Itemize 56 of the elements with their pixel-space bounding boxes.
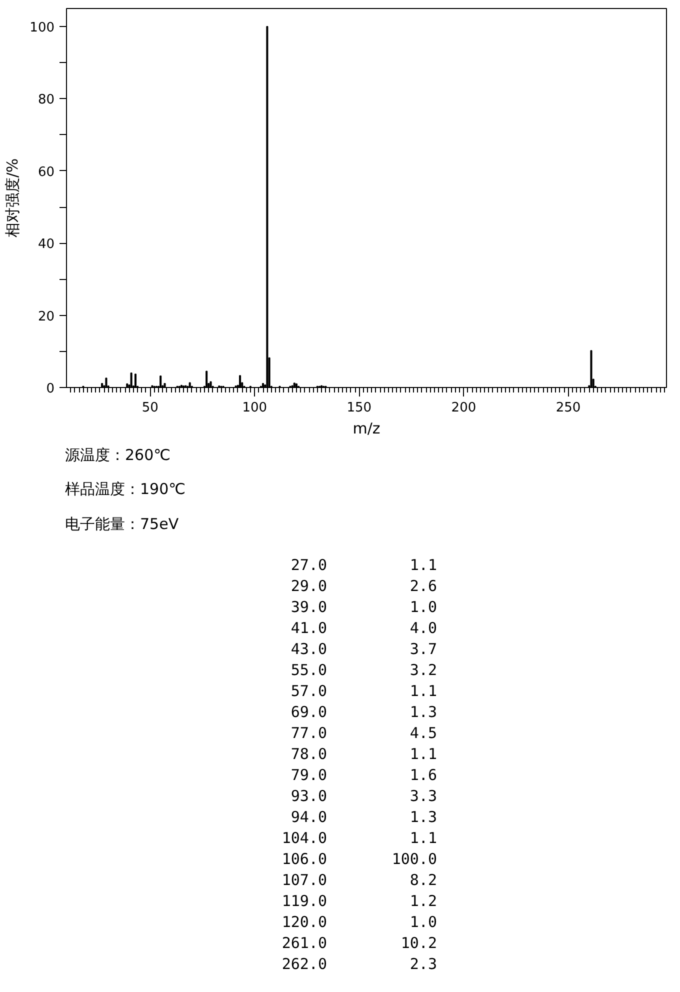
- text: 77.0: [290, 723, 327, 744]
- y-tick-label: 20: [38, 309, 55, 324]
- text: 100.0: [390, 849, 437, 870]
- text: 104.0: [280, 828, 327, 849]
- text: 106.0: [280, 849, 327, 870]
- x-tick-label: 200: [451, 400, 476, 416]
- text: 107.0: [280, 870, 327, 891]
- text: 1.3: [408, 807, 437, 828]
- y-tick-label: 40: [38, 237, 55, 252]
- text: 电子能量：75eV: [65, 514, 180, 535]
- text: 79.0: [290, 765, 327, 786]
- text: 1.6: [408, 765, 437, 786]
- text: 93.0: [290, 786, 327, 807]
- y-axis-title: 相对强度/%: [4, 158, 22, 238]
- x-tick-label: 150: [346, 400, 372, 416]
- text: 2.6: [408, 576, 437, 597]
- text: 1.1: [408, 828, 437, 849]
- text: 94.0: [290, 807, 327, 828]
- text: 119.0: [280, 891, 327, 912]
- x-tick-label: 100: [242, 400, 268, 416]
- text: 55.0: [290, 660, 327, 681]
- x-axis-title: m/z: [352, 420, 380, 438]
- text: 1.3: [408, 702, 437, 723]
- text: 29.0: [290, 576, 327, 597]
- text: 1.1: [408, 744, 437, 765]
- y-tick-label: 60: [38, 164, 55, 180]
- text: 2.3: [408, 954, 437, 975]
- y-tick-label: 80: [38, 92, 55, 108]
- text: 8.2: [408, 870, 437, 891]
- x-tick-label: 250: [556, 400, 581, 416]
- text: 261.0: [280, 933, 327, 954]
- text: 3.2: [408, 660, 437, 681]
- text: 78.0: [290, 744, 327, 765]
- y-tick-label: 0: [46, 382, 55, 396]
- text: 57.0: [290, 681, 327, 702]
- text: 1.1: [408, 681, 437, 702]
- text: 样品温度：190℃: [65, 479, 186, 500]
- text: 1.1: [408, 555, 437, 576]
- text: 39.0: [290, 597, 327, 618]
- text: 120.0: [280, 912, 327, 933]
- text: 3.7: [408, 639, 437, 660]
- text: 3.3: [408, 786, 437, 807]
- text: 1.2: [408, 891, 437, 912]
- text: 262.0: [280, 954, 327, 975]
- text: 41.0: [290, 618, 327, 639]
- text: 1.0: [408, 912, 437, 933]
- text: 27.0: [290, 555, 327, 576]
- text: 4.5: [408, 723, 437, 744]
- text: 69.0: [290, 702, 327, 723]
- text: 10.2: [400, 933, 437, 954]
- y-tick-label: 100: [30, 20, 55, 36]
- text: 1.0: [408, 597, 437, 618]
- text: 4.0: [408, 618, 437, 639]
- text: 43.0: [290, 639, 327, 660]
- x-tick-label: 50: [142, 400, 158, 416]
- text: 源温度：260℃: [65, 445, 172, 466]
